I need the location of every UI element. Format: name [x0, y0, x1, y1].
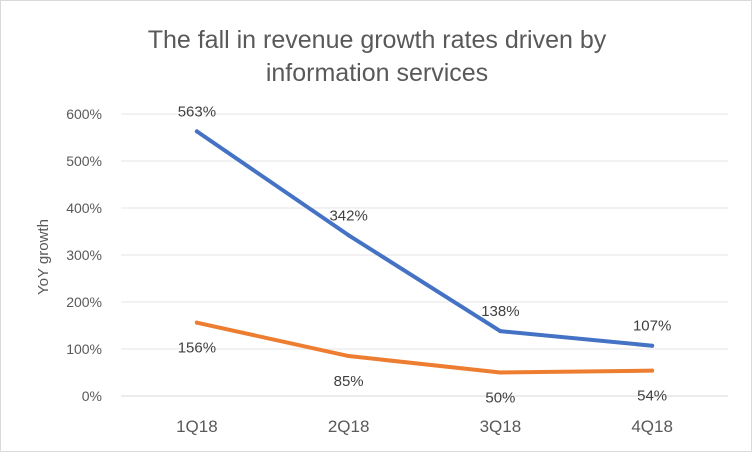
data-point: [194, 320, 199, 325]
data-point: [498, 370, 503, 375]
series-line-1: [194, 129, 655, 348]
data-label: 85%: [334, 373, 364, 390]
series-line-2: [194, 320, 655, 375]
y-tick-label: 300%: [66, 247, 102, 263]
data-label: 156%: [178, 340, 216, 357]
data-label: 50%: [485, 390, 515, 407]
x-tick-label: 4Q18: [631, 417, 673, 436]
data-label: 54%: [637, 388, 667, 405]
data-label: 563%: [178, 103, 216, 120]
x-tick-label: 2Q18: [328, 417, 370, 436]
data-labels: 563% 342% 138% 107% 156% 85% 50% 54%: [178, 103, 672, 406]
y-tick-label: 0%: [82, 388, 102, 404]
data-point: [650, 368, 655, 373]
grid-layer: [121, 113, 728, 397]
data-label: 342%: [329, 207, 367, 224]
x-tick-labels: 1Q18 2Q18 3Q18 4Q18: [176, 417, 673, 436]
y-tick-label: 400%: [66, 200, 102, 216]
x-tick-label: 3Q18: [480, 417, 522, 436]
data-label: 138%: [481, 303, 519, 320]
data-point: [498, 329, 503, 334]
data-point: [194, 129, 199, 134]
y-tick-label: 200%: [66, 294, 102, 310]
chart-title-line-2: information services: [266, 59, 488, 87]
series-layer: [194, 129, 655, 375]
chart-title-line-1: The fall in revenue growth rates driven …: [148, 26, 607, 54]
y-tick-labels: 0% 100% 200% 300% 400% 500% 600%: [66, 106, 102, 404]
y-tick-label: 600%: [66, 106, 102, 122]
y-tick-label: 100%: [66, 341, 102, 357]
y-tick-label: 500%: [66, 153, 102, 169]
data-point: [346, 354, 351, 359]
data-point: [650, 343, 655, 348]
y-axis-label: YoY growth: [35, 219, 52, 295]
data-label: 107%: [633, 318, 671, 335]
data-point: [346, 233, 351, 238]
x-tick-label: 1Q18: [176, 417, 218, 436]
